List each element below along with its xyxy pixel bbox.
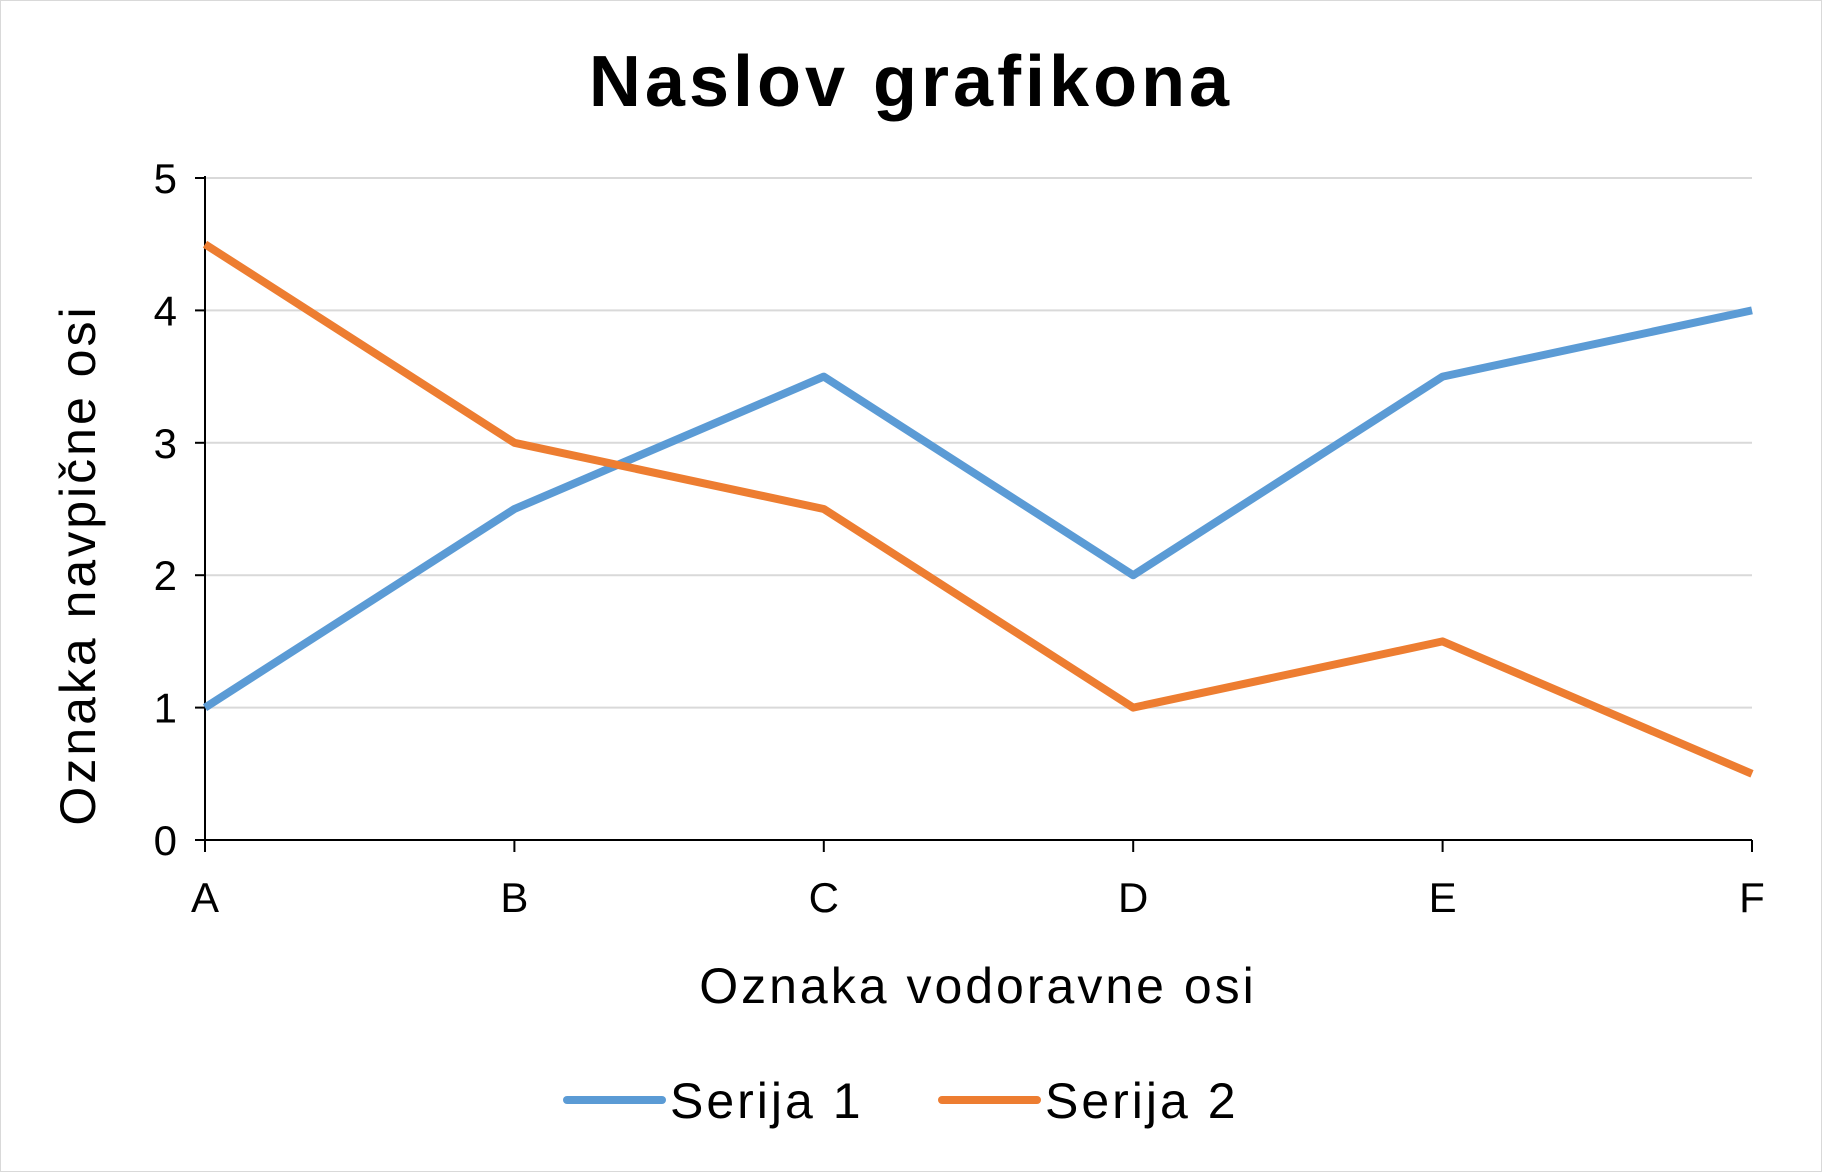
y-tick-label: 2 <box>154 552 177 599</box>
x-tick-label: E <box>1429 874 1457 921</box>
x-axis-title: Oznaka vodoravne osi <box>699 958 1257 1014</box>
y-tick-label: 5 <box>154 155 177 202</box>
y-axis-title: Oznaka navpične osi <box>50 304 106 825</box>
series-line-2 <box>202 240 1754 778</box>
y-tick-label: 0 <box>154 817 177 864</box>
gridlines <box>205 177 1752 709</box>
x-tick-label: A <box>191 874 219 921</box>
x-tick-label: F <box>1739 874 1765 921</box>
axes <box>195 176 1753 852</box>
x-tick-label: D <box>1118 874 1148 921</box>
y-tick-labels: 0 1 2 3 4 5 <box>154 155 177 864</box>
legend-label-1: Serija 1 <box>670 1073 864 1129</box>
legend: Serija 1 Serija 2 <box>563 1073 1239 1129</box>
x-tick-label: C <box>809 874 839 921</box>
y-tick-label: 1 <box>154 685 177 732</box>
chart-title: Naslov grafikona <box>589 42 1233 122</box>
x-tick-labels: A B C D E F <box>191 874 1765 921</box>
x-tick-label: B <box>500 874 528 921</box>
y-tick-label: 3 <box>154 420 177 467</box>
legend-label-2: Serija 2 <box>1045 1073 1239 1129</box>
y-tick-label: 4 <box>154 287 177 334</box>
series-lines <box>202 240 1754 778</box>
series-line-1 <box>202 306 1753 711</box>
